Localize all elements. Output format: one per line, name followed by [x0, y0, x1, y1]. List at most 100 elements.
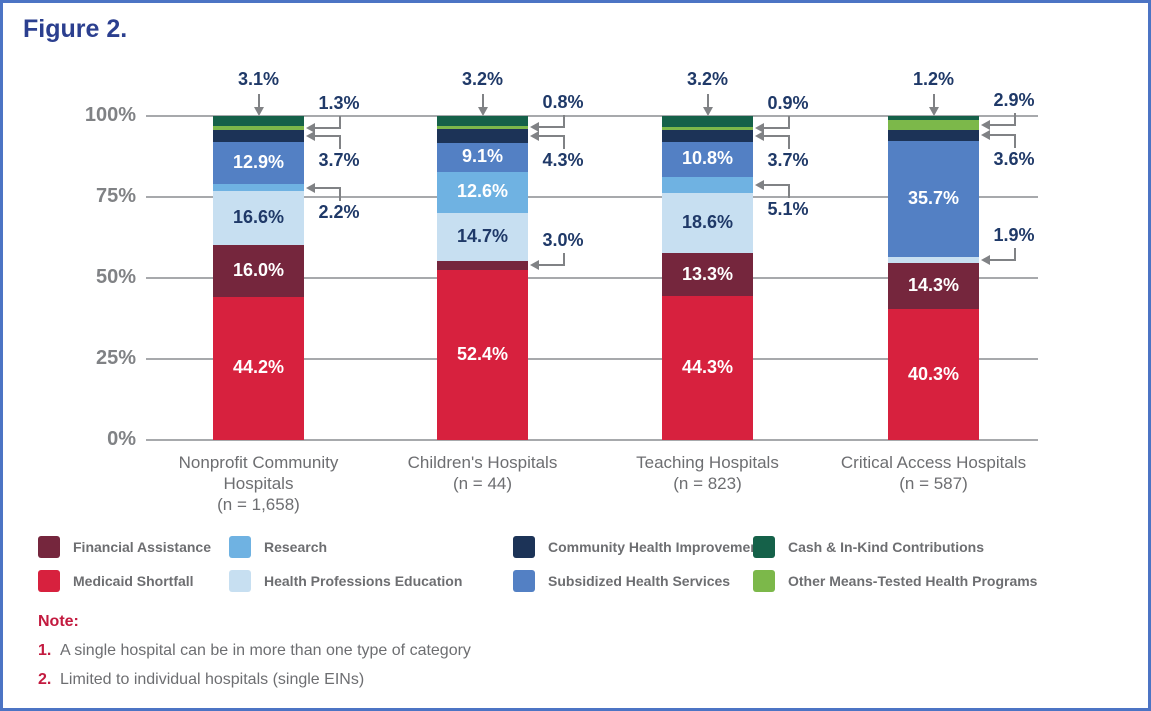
- bar-segment-health-professions-education: [213, 191, 304, 245]
- gridline: [146, 358, 1038, 360]
- category-n-count: (n = 44): [452, 474, 513, 493]
- callout-value-label: 1.3%: [318, 93, 360, 114]
- category-name: Children's Hospitals: [407, 453, 558, 472]
- callout-value-label: 3.6%: [993, 149, 1035, 170]
- legend-label: Medicaid Shortfall: [73, 573, 194, 589]
- callout-arrowhead-left: [530, 122, 539, 133]
- category-n-count: (n = 1,658): [217, 495, 300, 514]
- bar-segment-medicaid-shortfall: [437, 270, 528, 440]
- callout-arrowhead-left: [306, 123, 315, 134]
- bar-value-label: 12.6%: [456, 181, 509, 202]
- bar-segment-community-health-improvements: [437, 128, 528, 143]
- legend-label: Cash & In-Kind Contributions: [788, 539, 984, 555]
- callout-arrowhead-down: [253, 107, 264, 116]
- legend-item-medicaid-shortfall: Medicaid Shortfall: [38, 570, 211, 592]
- callout-arrowhead-left: [981, 119, 990, 130]
- bar-segment-community-health-improvements: [888, 129, 979, 142]
- legend-swatch: [229, 536, 251, 558]
- bar-value-label: 16.6%: [232, 207, 285, 228]
- callout-arrowhead-left: [530, 260, 539, 271]
- callout-arrowhead-left: [306, 182, 315, 193]
- callout-arrowhead-down: [477, 107, 488, 116]
- legend-item-financial-assistance: Financial Assistance: [38, 536, 211, 558]
- callout-arrow-line: [563, 115, 565, 128]
- legend-label: Research: [264, 539, 328, 555]
- callout-arrow-line: [563, 136, 565, 149]
- bar-segment-research: [437, 172, 528, 213]
- bar-segment-medicaid-shortfall: [662, 296, 753, 440]
- gridline: [146, 115, 1038, 117]
- callout-arrow-line: [788, 136, 790, 149]
- bar-segment-cash-in-kind-contributions: [213, 116, 304, 127]
- category-label: Nonprofit Community Hospitals (n = 1,658): [144, 452, 374, 515]
- bar-segment-cash-in-kind-contributions: [437, 115, 528, 127]
- y-axis-tick-label: 25%: [95, 347, 136, 369]
- callout-arrow-line: [706, 94, 709, 108]
- bar-segment-other-means-tested-health-programs: [213, 126, 304, 131]
- callout-arrow-line: [563, 253, 565, 266]
- legend: Financial Assistance Medicaid Shortfall Re…: [3, 536, 1148, 602]
- callout-value-label: 1.2%: [912, 69, 955, 89]
- callout-value-label: 5.1%: [767, 198, 809, 219]
- figure-title: Figure 2.: [23, 15, 128, 43]
- legend-swatch: [513, 570, 535, 592]
- callout-arrowhead-left: [981, 130, 990, 141]
- callout-arrow-line: [538, 264, 565, 267]
- bar-segment-subsidized-health-services: [662, 141, 753, 177]
- legend-item-community-health-improvements: Community Health Improvements: [513, 536, 771, 558]
- bar-segment-financial-assistance: [213, 244, 304, 297]
- callout-arrowhead-left: [755, 123, 764, 134]
- note-text: Limited to individual hospitals (single …: [60, 671, 365, 688]
- callout-value-label: 3.7%: [767, 149, 809, 170]
- gridline: [146, 277, 1038, 279]
- bar-value-label: 13.3%: [681, 263, 734, 284]
- bar-value-label: 44.3%: [681, 357, 734, 378]
- callout-value-label: 2.2%: [318, 201, 360, 222]
- callout-value-label: 2.9%: [993, 89, 1035, 110]
- legend-label: Health Professions Education: [264, 573, 463, 589]
- bar-value-label: 52.4%: [456, 344, 509, 365]
- callout-arrow-line: [989, 134, 1016, 137]
- legend-swatch: [38, 536, 60, 558]
- callout-arrow-line: [314, 135, 341, 138]
- bar-segment-subsidized-health-services: [888, 141, 979, 257]
- bar-segment-health-professions-education: [662, 193, 753, 254]
- legend-column: Community Health Improvements Subsidized …: [513, 536, 771, 604]
- category-n-count: (n = 823): [673, 474, 742, 493]
- note-number: 1.: [38, 642, 52, 659]
- bar-value-label: 14.7%: [456, 225, 509, 246]
- legend-column: Cash & In-Kind Contributions Other Means-…: [753, 536, 1037, 604]
- legend-label: Subsidized Health Services: [548, 573, 731, 589]
- legend-item-other-means-tested-health-programs: Other Means-Tested Health Programs: [753, 570, 1037, 592]
- bar-segment-subsidized-health-services: [213, 142, 304, 185]
- bar-segment-research: [662, 176, 753, 194]
- bar-segment-subsidized-health-services: [437, 142, 528, 173]
- bar-value-label: 9.1%: [461, 146, 504, 167]
- callout-arrowhead-left: [306, 131, 315, 142]
- callout-arrow-line: [932, 94, 935, 108]
- bar-segment-financial-assistance: [888, 263, 979, 310]
- bar-segment-financial-assistance: [662, 253, 753, 297]
- notes-section: Note: 1. A single hospital can be in more…: [38, 613, 471, 699]
- callout-arrow-line: [1014, 248, 1016, 261]
- bar-segment-financial-assistance: [437, 260, 528, 271]
- callout-arrow-line: [339, 137, 341, 150]
- note-item: 1. A single hospital can be in more than …: [38, 641, 471, 661]
- callout-arrowhead-left: [755, 130, 764, 141]
- callout-arrow-line: [339, 188, 341, 201]
- bar-segment-cash-in-kind-contributions: [662, 116, 753, 127]
- callout-arrow-line: [1014, 112, 1016, 125]
- callout-arrow-line: [314, 127, 341, 130]
- note-item: 2. Limited to individual hospitals (singl…: [38, 670, 471, 690]
- legend-label: Other Means-Tested Health Programs: [788, 573, 1038, 589]
- bar-segment-other-means-tested-health-programs: [662, 126, 753, 130]
- bar-segment-cash-in-kind-contributions: [888, 116, 979, 121]
- bar-segment-research: [213, 184, 304, 192]
- callout-value-label: 3.0%: [542, 230, 584, 251]
- legend-item-health-professions-education: Health Professions Education: [229, 570, 462, 592]
- bar-value-label: 12.9%: [232, 152, 285, 173]
- category-name: Critical Access Hospitals: [840, 453, 1027, 472]
- y-axis-tick-label: 75%: [95, 185, 136, 207]
- note-text: A single hospital can be in more than on…: [60, 642, 471, 659]
